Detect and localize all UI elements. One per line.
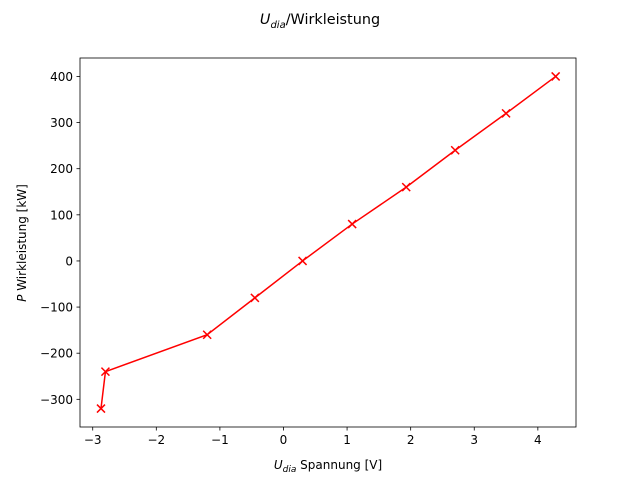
x-tick-label: 4 bbox=[534, 433, 542, 447]
x-axis-label: Udia Spannung [V] bbox=[274, 458, 382, 475]
plot-area: −3 −2 −1 0 1 2 3 4 −300 −200 −100 0 100 200 300 400 bbox=[40, 57, 577, 447]
plot-frame bbox=[79, 57, 577, 428]
x-tick-label: 2 bbox=[407, 433, 415, 447]
y-tick-label: 300 bbox=[50, 116, 73, 130]
series-line bbox=[100, 75, 557, 409]
chart-title: Udia/Wirkleistung bbox=[260, 12, 380, 31]
x-tick-label: 0 bbox=[280, 433, 288, 447]
y-tick-label: −300 bbox=[40, 393, 73, 407]
y-tick-label: 200 bbox=[50, 162, 73, 176]
x-tick-label: 3 bbox=[470, 433, 478, 447]
data-point bbox=[450, 145, 460, 155]
x-tick-label: −3 bbox=[84, 433, 102, 447]
data-point bbox=[202, 330, 212, 340]
x-tick-label: 1 bbox=[343, 433, 351, 447]
data-point bbox=[347, 219, 357, 229]
y-tick-label: 400 bbox=[50, 70, 73, 84]
y-axis-label: P Wirkleistung [kW] bbox=[15, 184, 29, 302]
data-point bbox=[501, 108, 511, 118]
data-point bbox=[96, 404, 106, 414]
y-tick-label: 100 bbox=[50, 208, 73, 222]
data-point bbox=[100, 367, 110, 377]
y-tick-label: −100 bbox=[40, 301, 73, 315]
data-point bbox=[250, 293, 260, 303]
data-point bbox=[401, 182, 411, 192]
y-tick-label: −200 bbox=[40, 347, 73, 361]
data-point bbox=[551, 71, 561, 81]
data-point bbox=[298, 256, 308, 266]
x-tick-label: −1 bbox=[211, 433, 229, 447]
y-tick-label: 0 bbox=[65, 254, 73, 268]
x-tick-label: −2 bbox=[147, 433, 165, 447]
